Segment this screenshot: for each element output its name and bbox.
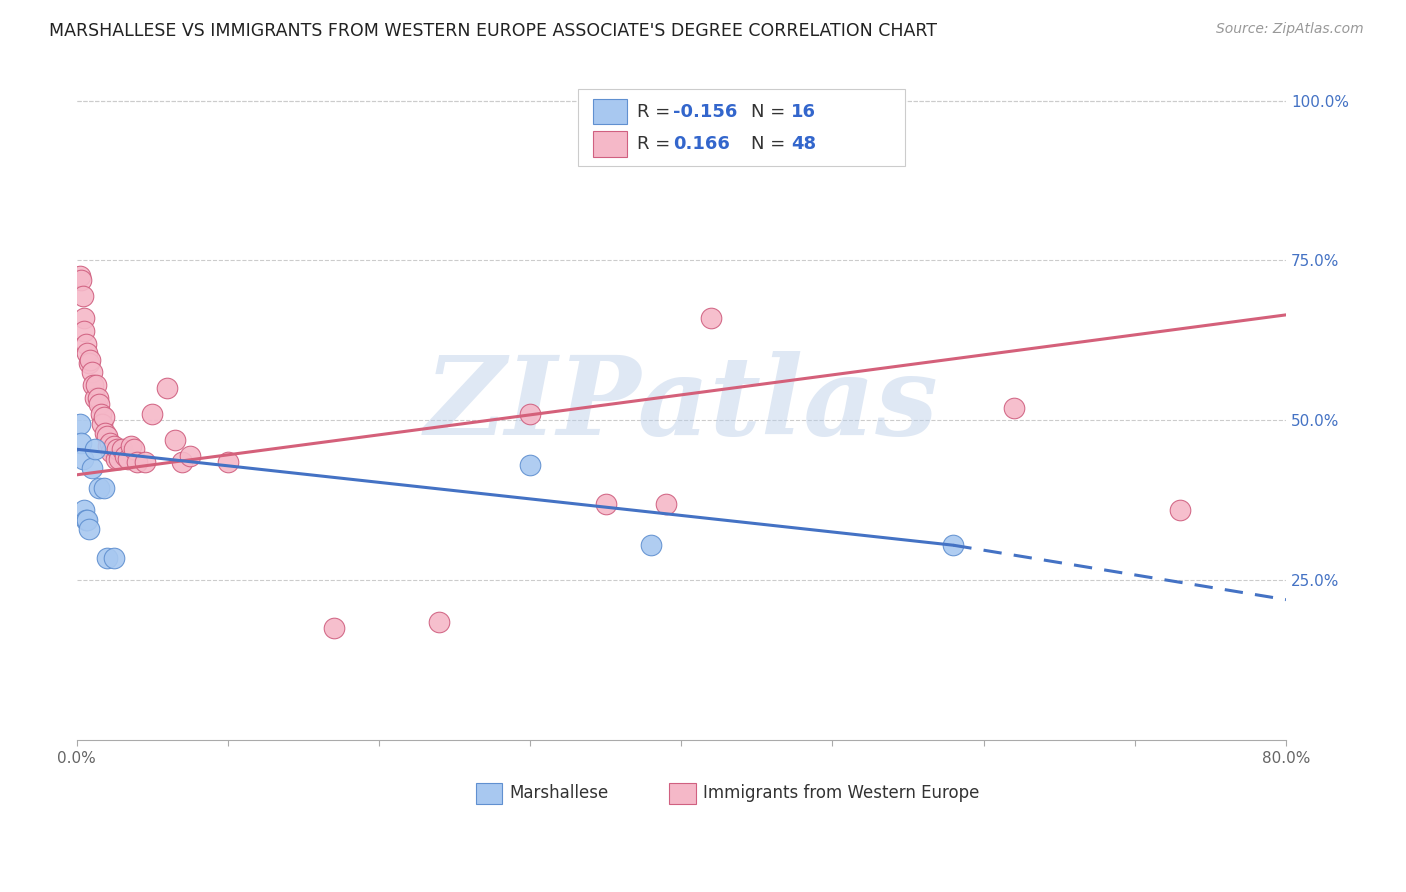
Point [69,417,91,431]
Point [595,497,617,511]
Point [91,417,114,431]
Point [72,288,94,302]
Point [125,455,148,469]
Point [83,391,105,405]
Point [105,442,128,457]
Point [77,356,100,370]
Point [134,455,156,469]
Point [519,458,541,473]
Point [93,481,115,495]
Point [87,391,110,405]
Point [72,451,94,466]
Point [120,439,142,453]
Point [76,346,98,360]
Text: 48: 48 [792,135,817,153]
Point [77,522,100,536]
FancyBboxPatch shape [475,782,502,805]
Point [75,336,97,351]
Point [75,513,97,527]
Text: R =: R = [637,135,675,153]
Point [73,311,96,326]
Point [519,407,541,421]
Point [103,551,125,566]
Text: Marshallese: Marshallese [509,784,609,803]
Point [98,435,121,450]
Point [70,273,93,287]
FancyBboxPatch shape [669,782,696,805]
Point [942,538,965,552]
Point [73,503,96,517]
Point [69,269,91,284]
Point [100,445,122,459]
Text: R =: R = [637,103,675,120]
Point [76,513,98,527]
Point [322,621,344,635]
Point [1002,401,1025,415]
Point [172,455,194,469]
Text: 0.166: 0.166 [673,135,730,153]
Point [96,429,118,443]
Point [96,551,118,566]
Point [89,397,111,411]
Text: -0.156: -0.156 [673,103,737,120]
Point [93,410,115,425]
Text: MARSHALLESE VS IMMIGRANTS FROM WESTERN EUROPE ASSOCIATE'S DEGREE CORRELATION CHA: MARSHALLESE VS IMMIGRANTS FROM WESTERN E… [49,22,938,40]
Point [80,461,103,475]
Text: N =: N = [751,103,792,120]
Point [103,439,125,453]
FancyBboxPatch shape [593,99,627,124]
Text: 16: 16 [792,103,817,120]
Point [163,433,186,447]
Point [79,352,101,367]
Text: ZIPatlas: ZIPatlas [425,351,938,458]
Point [104,451,127,466]
Point [640,538,662,552]
Point [82,378,104,392]
Point [70,435,93,450]
Point [700,311,723,326]
Point [73,324,96,338]
Point [156,381,179,395]
Point [90,407,112,421]
Text: N =: N = [751,135,792,153]
Point [84,378,107,392]
Point [89,481,111,495]
Point [80,366,103,380]
Point [1168,503,1191,517]
Text: Immigrants from Western Europe: Immigrants from Western Europe [703,784,980,803]
Point [83,442,105,457]
Point [111,442,134,457]
Text: Source: ZipAtlas.com: Source: ZipAtlas.com [1216,22,1364,37]
Point [97,439,120,453]
Point [122,442,145,457]
Point [217,455,239,469]
Point [179,449,201,463]
Point [94,426,117,441]
Point [429,615,451,629]
Point [117,451,139,466]
FancyBboxPatch shape [593,131,627,156]
Point [114,449,136,463]
Point [141,407,163,421]
Point [108,451,131,466]
Point [655,497,678,511]
FancyBboxPatch shape [578,88,905,166]
